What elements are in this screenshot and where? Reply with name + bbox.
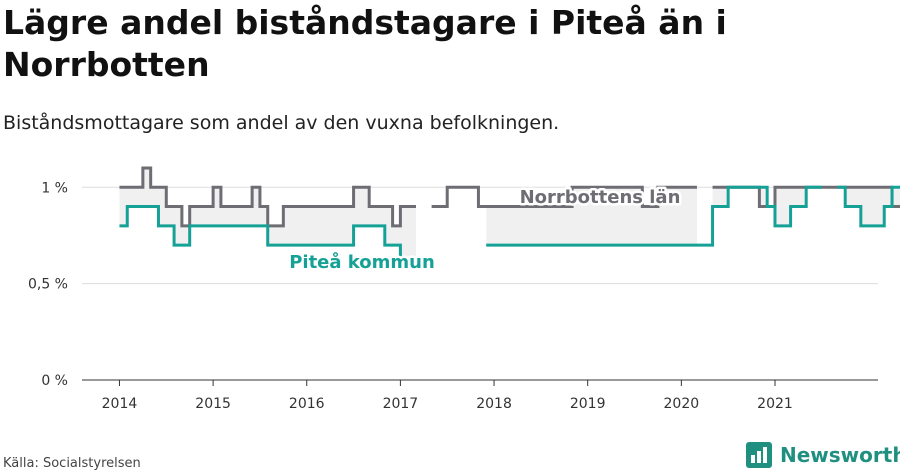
- gap-fill-area: [119, 168, 900, 265]
- series-line-pitea: [119, 205, 417, 266]
- series-name-halo: Piteå kommun: [289, 251, 435, 273]
- x-tick-label: 2018: [476, 396, 512, 412]
- axes: 0 % 0,5 % 1 % 2014 2015 2016 2017 2018 2019 2020 2…: [28, 180, 878, 412]
- gap-fill: [837, 187, 900, 226]
- brand-name: Newsworthy: [780, 443, 900, 467]
- x-tick-label: 2017: [383, 396, 419, 412]
- brand-logo[interactable]: Newsworthy: [746, 442, 900, 468]
- series-line-pitea: [486, 185, 822, 247]
- chart-subtitle: Biståndsmottagare som andel av den vuxna…: [3, 112, 560, 134]
- series-line-norrbotten: [119, 166, 417, 228]
- y-tick-label: 0,5 %: [28, 277, 68, 293]
- x-tick-label: 2015: [195, 396, 231, 412]
- series-name-halo: Norrbottens län: [520, 187, 681, 208]
- series-lines: [119, 166, 900, 266]
- y-tick-label: 0 %: [41, 373, 68, 389]
- series-line-pitea: [837, 185, 900, 228]
- x-tick-label: 2020: [664, 396, 700, 412]
- x-tick-label: 2021: [757, 396, 793, 412]
- series-name-label: Norrbottens län: [520, 187, 681, 208]
- series-line-norrbotten: [431, 185, 697, 209]
- x-tick-label: 2016: [289, 396, 325, 412]
- gap-fill: [712, 187, 822, 226]
- x-tick-label: 2014: [102, 396, 138, 412]
- y-tick-label: 1 %: [41, 180, 68, 196]
- series-name-label: Piteå kommun: [289, 251, 435, 273]
- newsworthy-logo-icon: [746, 442, 772, 468]
- source-note: Källa: Socialstyrelsen: [3, 456, 141, 471]
- chart-title: Lägre andel biståndstagare i Piteå än i …: [3, 3, 727, 84]
- gap-fill: [486, 187, 697, 246]
- x-tick-label: 2019: [570, 396, 606, 412]
